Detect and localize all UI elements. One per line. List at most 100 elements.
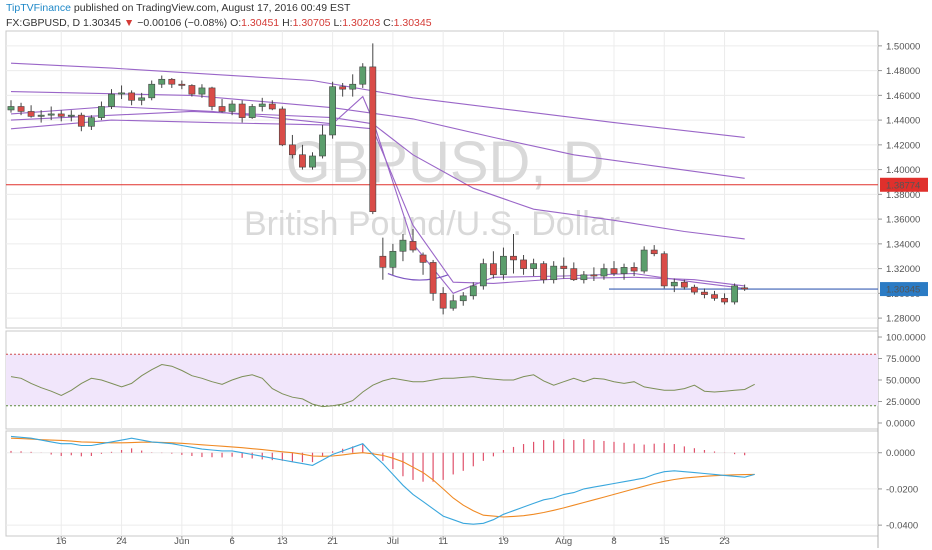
rsi-tick-label: 50.0000 xyxy=(886,376,920,387)
candle-up xyxy=(47,113,55,116)
publish-header: TipTVFinance published on TradingView.co… xyxy=(6,2,350,14)
publisher-name[interactable]: TipTVFinance xyxy=(6,2,71,14)
open-label: O: xyxy=(230,17,242,29)
candle-up xyxy=(620,267,628,274)
rsi-band-fill xyxy=(6,354,878,406)
candle-down xyxy=(590,274,598,277)
candle-down xyxy=(17,106,25,112)
candle-up xyxy=(349,83,357,90)
candle-down xyxy=(701,291,708,295)
price-change: −0.00106 (−0.08%) xyxy=(137,17,228,29)
candle-down xyxy=(489,263,497,276)
rsi-tick-label: 25.0000 xyxy=(886,397,920,408)
candle-down xyxy=(560,265,568,269)
candle-up xyxy=(37,114,45,117)
macd-tick-label: -0.0200 xyxy=(886,484,918,495)
x-tick-label: 23 xyxy=(719,536,730,547)
candle-up xyxy=(640,249,648,272)
price-tick-label: 1.44000 xyxy=(886,116,920,127)
candle-up xyxy=(98,106,105,118)
candle-up xyxy=(469,285,477,297)
price-tick-label: 1.38000 xyxy=(886,190,920,201)
x-tick-label: Aug xyxy=(555,536,572,547)
candle-down xyxy=(218,106,226,112)
macd-tick-label: -0.0400 xyxy=(886,521,918,532)
candle-up xyxy=(731,285,738,303)
candle-down xyxy=(379,255,387,268)
candle-up xyxy=(319,134,326,157)
x-tick-label: 8 xyxy=(611,536,616,547)
candle-down xyxy=(268,103,276,110)
x-tick-label: 6 xyxy=(229,536,234,547)
macd-signal-line xyxy=(10,437,755,518)
moving-average-line xyxy=(10,119,745,287)
candle-up xyxy=(7,106,15,111)
candle-up xyxy=(258,103,266,107)
rsi-tick-label: 0.0000 xyxy=(886,418,915,429)
last-price-value: 1.30345 xyxy=(83,17,121,29)
macd-tick-label: 0.0000 xyxy=(886,448,915,459)
price-tick-label: 1.48000 xyxy=(886,66,920,77)
candle-down xyxy=(188,85,196,95)
x-tick-label: 16 xyxy=(56,536,67,547)
rsi-line xyxy=(10,363,755,408)
candle-down xyxy=(128,92,135,101)
candle-down xyxy=(27,111,35,117)
watermark-description: British Pound/U.S. Dollar xyxy=(244,205,620,243)
candle-up xyxy=(329,86,336,136)
candle-up xyxy=(530,263,537,269)
moving-average-line xyxy=(10,110,745,240)
x-tick-label: 13 xyxy=(277,536,288,547)
candle-down xyxy=(168,78,176,85)
price-tick-label: 1.36000 xyxy=(886,215,920,226)
candle-up xyxy=(580,274,588,281)
candle-up xyxy=(88,117,95,127)
candle-down xyxy=(208,87,216,107)
candle-up xyxy=(449,300,457,309)
candle-down xyxy=(439,293,447,309)
price-tick-label: 1.32000 xyxy=(886,264,920,275)
candle-down xyxy=(650,249,658,255)
candle-down xyxy=(540,263,548,281)
price-tick-label: 1.42000 xyxy=(886,140,920,151)
candle-down xyxy=(711,294,718,299)
symbol-label: FX:GBPUSD, D xyxy=(6,17,81,29)
candle-down xyxy=(419,254,427,263)
candle-up xyxy=(309,155,316,168)
candle-up xyxy=(158,78,166,85)
x-tick-label: 21 xyxy=(327,536,338,547)
candle-up xyxy=(600,268,608,277)
candle-up xyxy=(389,250,397,268)
candle-down xyxy=(680,281,688,288)
candle-up xyxy=(118,92,125,95)
open-value: 1.30451 xyxy=(241,17,280,29)
candle-up xyxy=(479,263,487,287)
candle-down xyxy=(520,259,527,269)
price-tick-label: 1.46000 xyxy=(886,91,920,102)
candle-down xyxy=(610,268,618,274)
candle-up xyxy=(459,295,467,302)
low-label: L: xyxy=(333,17,343,29)
candle-down xyxy=(741,287,749,290)
down-arrow-icon: ▼ xyxy=(123,17,135,29)
candle-down xyxy=(288,144,296,156)
candle-up xyxy=(138,97,146,101)
low-value: 1.30203 xyxy=(342,17,381,29)
candle-down xyxy=(77,114,85,127)
close-label: C: xyxy=(383,17,394,29)
macd-pane xyxy=(5,430,879,537)
candle-down xyxy=(690,286,698,293)
candle-up xyxy=(399,239,407,252)
support-price-tag xyxy=(880,177,928,192)
watermark-symbol: GBPUSD, D xyxy=(285,130,604,195)
candle-down xyxy=(178,83,186,86)
rsi-tick-label: 100.0000 xyxy=(886,333,926,344)
candle-down xyxy=(429,262,437,294)
current-price-label: 1.30345 xyxy=(886,285,920,296)
current-price-tag xyxy=(880,282,928,297)
candle-down xyxy=(510,255,517,261)
candle-down xyxy=(409,241,417,251)
candle-up xyxy=(248,106,256,118)
